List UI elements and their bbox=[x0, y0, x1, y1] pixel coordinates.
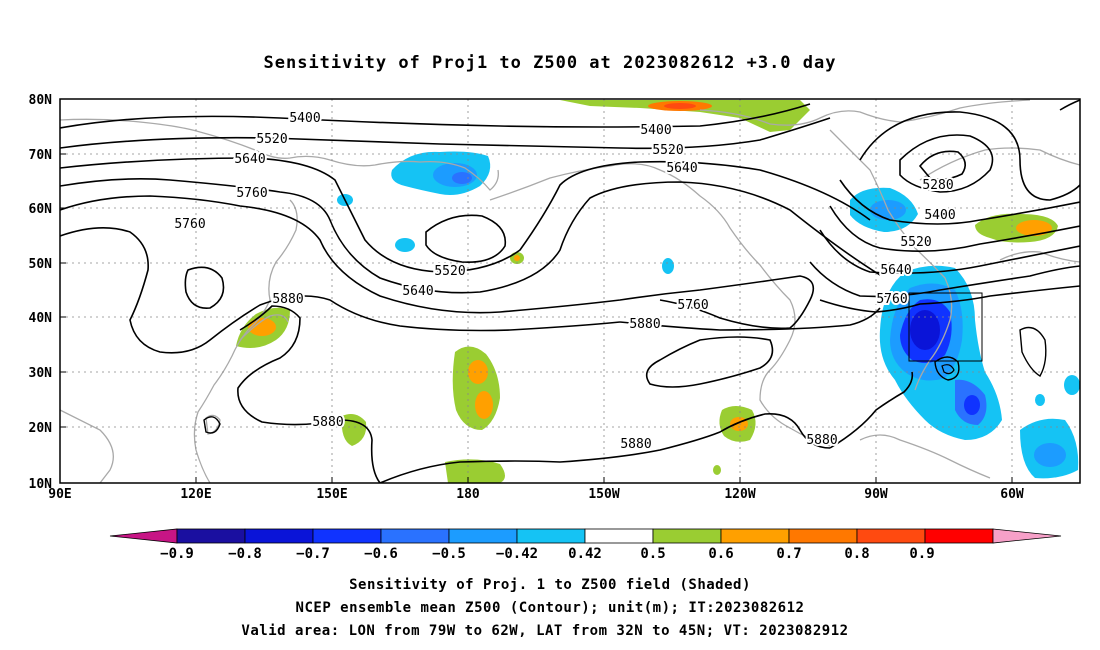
lon-label: 90E bbox=[48, 487, 71, 502]
lat-label: 10N bbox=[29, 477, 53, 492]
contour-label: 5880 bbox=[620, 437, 651, 452]
lon-label: 150E bbox=[316, 487, 347, 502]
colorbar-segment bbox=[856, 528, 926, 544]
lat-label: 20N bbox=[29, 421, 53, 436]
contour-label: 5640 bbox=[234, 152, 265, 167]
colorbar-label: 0.6 bbox=[708, 546, 733, 562]
graticule bbox=[60, 99, 1080, 483]
contour-label: 5400 bbox=[640, 123, 671, 138]
lat-label: 60N bbox=[29, 202, 53, 217]
colorbar-label: −0.8 bbox=[228, 546, 262, 562]
colorbar-label: 0.9 bbox=[909, 546, 934, 562]
contour-label: 5760 bbox=[236, 186, 267, 201]
colorbar-labels: −0.9 −0.8 −0.7 −0.6 −0.5 −0.42 0.42 0.5 … bbox=[160, 546, 935, 562]
contour-label: 5760 bbox=[876, 292, 907, 307]
contour-label: 5880 bbox=[312, 415, 343, 430]
lon-label: 60W bbox=[1000, 487, 1024, 502]
colorbar-label: 0.7 bbox=[776, 546, 801, 562]
valid-area-box bbox=[908, 292, 983, 362]
z500-contours bbox=[60, 99, 1080, 483]
contour-label: 5640 bbox=[666, 161, 697, 176]
contour-label: 5400 bbox=[289, 111, 320, 126]
colorbar bbox=[109, 528, 1062, 544]
colorbar-segment bbox=[584, 528, 654, 544]
map-frame bbox=[59, 98, 1081, 484]
colorbar-label: −0.5 bbox=[432, 546, 466, 562]
contour-label: 5880 bbox=[629, 317, 660, 332]
map-panel bbox=[60, 99, 1080, 483]
caption-line-2: NCEP ensemble mean Z500 (Contour); unit(… bbox=[296, 600, 805, 616]
contour-label: 5640 bbox=[402, 284, 433, 299]
colorbar-segment bbox=[176, 528, 246, 544]
coastlines bbox=[60, 99, 1080, 483]
lat-label: 50N bbox=[29, 257, 53, 272]
longitude-labels: 90E 120E 150E 180 150W 120W 90W 60W bbox=[48, 487, 1024, 502]
colorbar-segment bbox=[652, 528, 722, 544]
lat-label: 30N bbox=[29, 366, 53, 381]
colorbar-arrow-low bbox=[109, 528, 178, 544]
contour-label: 5280 bbox=[922, 178, 953, 193]
lon-label: 180 bbox=[456, 487, 480, 502]
colorbar-segment bbox=[788, 528, 858, 544]
colorbar-segment bbox=[516, 528, 586, 544]
lat-label: 80N bbox=[29, 93, 53, 108]
contour-label: 5880 bbox=[272, 292, 303, 307]
caption-line-1: Sensitivity of Proj. 1 to Z500 field (Sh… bbox=[349, 577, 751, 593]
latitude-labels: 80N 70N 60N 50N 40N 30N 20N 10N bbox=[29, 93, 53, 492]
colorbar-label: 0.5 bbox=[640, 546, 665, 562]
lon-label: 150W bbox=[588, 487, 619, 502]
colorbar-label: −0.42 bbox=[496, 546, 538, 562]
colorbar-segment bbox=[448, 528, 518, 544]
colorbar-label: 0.8 bbox=[844, 546, 869, 562]
colorbar-segment bbox=[312, 528, 382, 544]
colorbar-label: −0.7 bbox=[296, 546, 330, 562]
colorbar-label: −0.6 bbox=[364, 546, 398, 562]
caption-line-3: Valid area: LON from 79W to 62W, LAT fro… bbox=[241, 623, 848, 639]
contour-label: 5520 bbox=[256, 132, 287, 147]
lat-label: 70N bbox=[29, 148, 53, 163]
axis-ticks bbox=[60, 98, 1013, 483]
colorbar-segment bbox=[924, 528, 994, 544]
colorbar-arrow-high bbox=[992, 528, 1062, 544]
contour-label: 5760 bbox=[174, 217, 205, 232]
colorbar-segment bbox=[380, 528, 450, 544]
contour-label: 5640 bbox=[880, 263, 911, 278]
lon-label: 90W bbox=[864, 487, 888, 502]
contour-label: 5520 bbox=[652, 143, 683, 158]
figure-title: Sensitivity of Proj1 to Z500 at 20230826… bbox=[264, 53, 837, 73]
lat-label: 40N bbox=[29, 311, 53, 326]
colorbar-label: −0.9 bbox=[160, 546, 194, 562]
lon-label: 120W bbox=[724, 487, 755, 502]
contour-label: 5760 bbox=[677, 298, 708, 313]
contour-label: 5400 bbox=[924, 208, 955, 223]
contour-labels: 5400 5520 5640 5760 5760 5880 5880 5400 … bbox=[172, 109, 957, 454]
lon-label: 120E bbox=[180, 487, 211, 502]
colorbar-segment bbox=[244, 528, 314, 544]
colorbar-label: 0.42 bbox=[568, 546, 602, 562]
contour-label: 5520 bbox=[900, 235, 931, 250]
contour-label: 5880 bbox=[806, 433, 837, 448]
contour-label: 5520 bbox=[434, 264, 465, 279]
colorbar-segment bbox=[720, 528, 790, 544]
